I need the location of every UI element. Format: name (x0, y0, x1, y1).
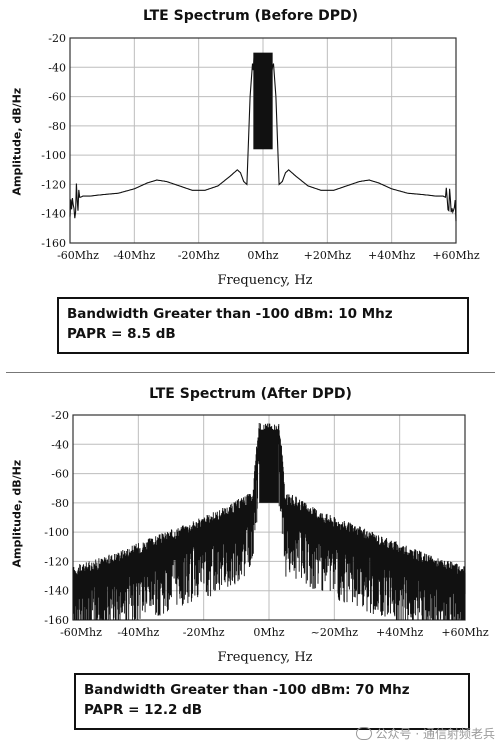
x-tick-label: -40Mhz (113, 249, 155, 262)
y-tick-label: -20 (51, 409, 69, 422)
series-line (72, 423, 466, 620)
y-tick-label: -140 (41, 208, 66, 221)
y-tick-label: -100 (41, 149, 66, 162)
info-box: Bandwidth Greater than -100 dBm: 10 Mhz … (57, 297, 469, 354)
chart-plot-before-dpd: -60Mhz -40Mhz -20Mhz 0Mhz +20Mhz +40Mhz +60Mhz… (41, 32, 480, 262)
x-tick-label: -60Mhz (60, 626, 102, 639)
y-tick-label: -80 (48, 120, 66, 133)
y-tick-label: -40 (51, 438, 69, 451)
plot-frame (72, 414, 466, 621)
carrier-band (259, 429, 279, 503)
x-tick-label: -40Mhz (117, 626, 159, 639)
info-bandwidth: Bandwidth Greater than -100 dBm: 10 Mhz (67, 306, 393, 322)
chart-title: LTE Spectrum (Before DPD) (143, 8, 358, 24)
panel-divider (6, 372, 495, 373)
info-bandwidth: Bandwidth Greater than -100 dBm: 70 Mhz (84, 682, 410, 698)
y-tick-label: -100 (44, 526, 69, 539)
y-tick-label: -120 (44, 555, 69, 568)
x-tick-label: +40Mhz (376, 626, 424, 639)
chart-plot-after-dpd: -60Mhz -40Mhz -20Mhz 0Mhz ~20Mhz +40Mhz +60Mhz… (44, 409, 489, 639)
y-tick-label: -20 (48, 32, 66, 45)
x-tick-label: +40Mhz (368, 249, 416, 262)
y-tick-label: -140 (44, 585, 69, 598)
info-papr: PAPR = 8.5 dB (67, 326, 176, 342)
x-axis-label: Frequency, Hz (217, 650, 313, 665)
x-tick-label: 0Mhz (247, 249, 278, 262)
y-tick-label: -60 (51, 468, 69, 481)
x-tick-label: +60Mhz (441, 626, 489, 639)
plot-frame (69, 37, 457, 244)
x-axis-label: Frequency, Hz (217, 273, 313, 288)
y-tick-label: -120 (41, 178, 66, 191)
y-tick-label: -80 (51, 497, 69, 510)
x-tick-label: -20Mhz (183, 626, 225, 639)
chart-panel-before-dpd: LTE Spectrum (Before DPD) Amplitude, dB/… (0, 0, 501, 370)
y-tick-label: -160 (44, 614, 69, 627)
x-tick-label: -60Mhz (57, 249, 99, 262)
info-papr: PAPR = 12.2 dB (84, 702, 203, 718)
chart-title: LTE Spectrum (After DPD) (149, 386, 352, 402)
watermark: 公众号 · 通信射频老兵 (355, 725, 495, 742)
x-tick-label: +20Mhz (304, 249, 352, 262)
info-box: Bandwidth Greater than -100 dBm: 70 Mhz … (74, 673, 470, 730)
y-tick-label: -40 (48, 61, 66, 74)
x-tick-label: -20Mhz (178, 249, 220, 262)
y-tick-label: -60 (48, 91, 66, 104)
x-tick-label: +60Mhz (432, 249, 480, 262)
x-tick-label: 0Mhz (253, 626, 284, 639)
y-tick-label: -160 (41, 237, 66, 250)
x-tick-label: ~20Mhz (311, 626, 359, 639)
carrier-band (253, 52, 273, 150)
chart-panel-after-dpd: LTE Spectrum (After DPD) Amplitude, dB/H… (0, 378, 501, 746)
wechat-icon (355, 727, 372, 740)
watermark-text: 公众号 · 通信射频老兵 (375, 727, 495, 741)
